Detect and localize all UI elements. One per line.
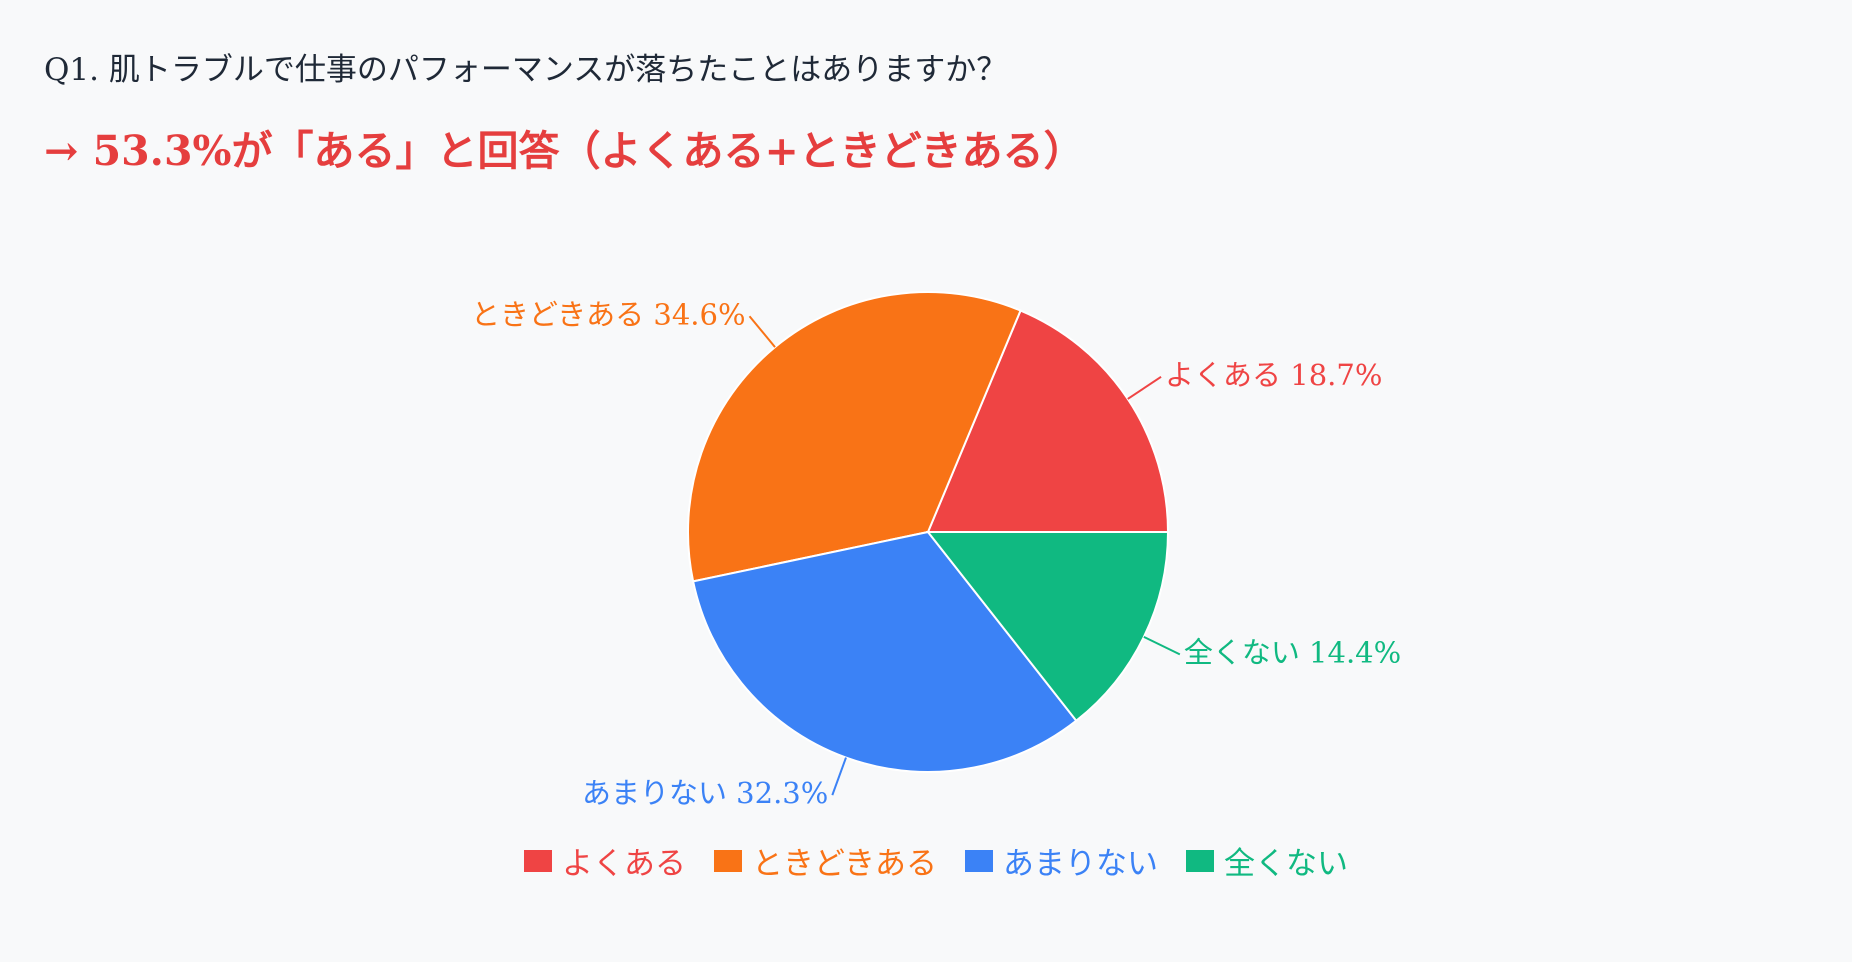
leader-line-amarinai — [831, 757, 847, 796]
pie-slice-tokidokiaru[interactable] — [687, 291, 1022, 583]
leader-line-tokidokiaru — [748, 315, 776, 348]
legend-swatch — [523, 849, 552, 872]
legend-item-yokuaru[interactable]: よくある — [523, 838, 686, 883]
leader-line-mattakunai — [1143, 636, 1181, 656]
legend-swatch — [1186, 849, 1215, 872]
pie-slice-mattakunai[interactable] — [925, 531, 1170, 723]
data-label-amarinai: あまりない 32.3% — [582, 776, 828, 810]
data-label-mattakunai: 全くない 14.4% — [1184, 635, 1401, 669]
legend-label: ときどきある — [751, 846, 938, 882]
question-text: Q1. 肌トラブルで仕事のパフォーマンスが落ちたことはありますか？ — [44, 52, 1008, 88]
headline-result: → 53.3%が「ある」と回答（よくある+ときどきある） — [44, 127, 1085, 175]
legend-item-mattakunai[interactable]: 全くない — [1186, 838, 1348, 883]
legend-item-tokidokiaru[interactable]: ときどきある — [713, 838, 938, 883]
legend-swatch — [965, 849, 994, 872]
legend-label: よくある — [561, 846, 686, 882]
legend-item-amarinai[interactable]: あまりない — [965, 838, 1158, 883]
legend-swatch — [713, 849, 742, 872]
legend-label: あまりない — [1003, 846, 1159, 882]
data-label-yokuaru: よくある 18.7% — [1165, 358, 1382, 392]
legend-label: 全くない — [1224, 846, 1349, 882]
leader-line-yokuaru — [1127, 375, 1162, 400]
pie-slice-yokuaru[interactable] — [926, 309, 1170, 533]
data-label-tokidokiaru: ときどきある 34.6% — [471, 297, 745, 331]
chart-legend: よくある ときどきある あまりない 全くない — [0, 838, 1852, 883]
